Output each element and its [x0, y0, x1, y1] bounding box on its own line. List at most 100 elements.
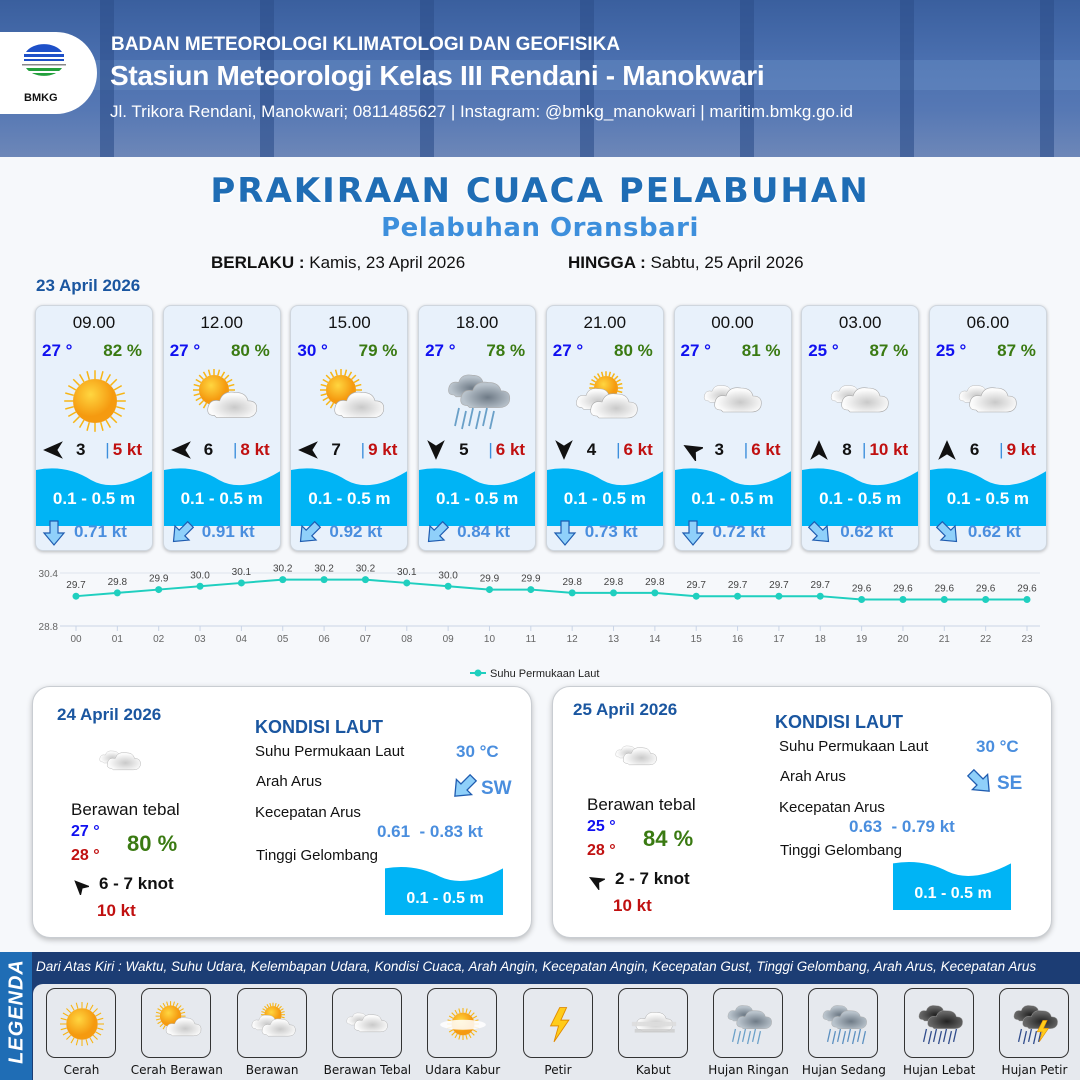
forecast-time: 15.00	[328, 313, 371, 332]
panel-date: 24 April 2026	[57, 705, 162, 724]
data-label: 29.8	[562, 577, 582, 588]
sun-cloud-weather-icon	[152, 999, 202, 1049]
sea-condition-title: KONDISI LAUT	[775, 712, 903, 732]
x-tick-label: 18	[815, 634, 827, 645]
legend-marker	[474, 669, 482, 677]
thunderstorm-weather-icon	[1010, 999, 1060, 1049]
gust-speed: 10 kt	[97, 901, 136, 920]
current-speed-range: 0.63 - 0.79 kt	[849, 817, 955, 836]
gust-speed: | 6 kt	[488, 440, 526, 459]
forecast-time: 06.00	[966, 313, 1010, 332]
air-temperature: 27 °	[680, 341, 711, 360]
x-tick-label: 14	[649, 634, 661, 645]
data-point	[858, 596, 866, 603]
wind-row: 3 | 6 kt	[681, 437, 785, 463]
wave-height: 0.1 - 0.5 m	[308, 489, 391, 508]
wave-icon	[163, 466, 280, 526]
current-direction-arrow-icon	[966, 768, 993, 801]
legend-label: Suhu Permukaan Laut	[490, 668, 599, 680]
data-point	[568, 589, 576, 597]
data-point	[320, 576, 328, 584]
data-point	[113, 589, 121, 597]
x-tick-label: 02	[153, 634, 165, 645]
data-point	[692, 592, 700, 600]
valid-to: HINGGA : Sabtu, 25 April 2026	[568, 253, 804, 272]
wave-icon	[385, 865, 505, 915]
overcast-weather-icon	[826, 366, 896, 436]
current-speed: 0.84 kt	[457, 522, 511, 541]
wave-icon	[291, 466, 408, 526]
data-label: 29.6	[1017, 584, 1037, 595]
wind-row: 6 | 8 kt	[170, 437, 274, 463]
humidity: 78 %	[486, 341, 526, 360]
current-direction-arrow-icon	[553, 520, 577, 546]
forecast-card: 00.00 27 ° 81 % 3 | 6 kt 0.1 - 0.5 m 0.72…	[673, 305, 792, 551]
current-speed-range: 0.61 - 0.83 kt	[377, 822, 483, 841]
wave-height: 0.1 - 0.5 m	[406, 890, 484, 907]
wave-height: 0.1 - 0.5 m	[563, 489, 646, 508]
air-temperature: 25 °	[808, 341, 839, 360]
wind-row: 5 | 6 kt	[425, 437, 529, 463]
legend-item-label: Petir	[544, 1063, 572, 1077]
x-tick-label: 17	[773, 634, 785, 645]
sst-value: 30 °C	[976, 737, 1019, 756]
overcast-weather-icon	[607, 732, 667, 782]
data-label: 30.2	[356, 564, 376, 575]
gust-speed: 10 kt	[613, 896, 652, 915]
current-direction-label: Arah Arus	[256, 773, 322, 790]
header-banner: BMKG BADAN METEOROLOGI KLIMATOLOGI DAN G…	[0, 0, 1080, 157]
x-tick-label: 09	[443, 634, 455, 645]
sst-label: Suhu Permukaan Laut	[255, 743, 405, 760]
wind-direction-arrow-icon	[297, 439, 319, 461]
x-tick-label: 21	[939, 634, 951, 645]
data-label: 30.0	[190, 570, 210, 581]
current-speed: 0.71 kt	[74, 522, 127, 541]
data-label: 29.8	[645, 577, 665, 588]
current-direction-arrow-icon	[935, 520, 960, 546]
x-tick-label: 08	[401, 634, 413, 645]
rain-moderate-weather-icon	[819, 999, 869, 1049]
agency-name: BADAN METEOROLOGI KLIMATOLOGI DAN GEOFIS…	[111, 34, 621, 55]
wave-icon	[802, 466, 919, 526]
data-label: 29.7	[686, 580, 706, 591]
wind-direction-arrow-icon	[42, 439, 64, 461]
humidity: 80 %	[230, 341, 270, 360]
forecast-time: 12.00	[200, 313, 243, 332]
current-direction-arrow-icon	[808, 520, 832, 546]
current-direction-arrow-icon	[42, 520, 66, 546]
wave-icon	[36, 466, 152, 526]
data-point	[1023, 596, 1031, 603]
current-speed: 0.62 kt	[967, 522, 1021, 541]
forecast-time: 03.00	[838, 313, 882, 332]
wind-direction-arrow-icon	[425, 439, 447, 461]
data-point	[899, 596, 907, 603]
wind-speed: 3	[714, 440, 724, 459]
data-label: 29.6	[976, 584, 996, 595]
wind-speed: 5	[459, 440, 469, 459]
air-temperature: 27 °	[42, 341, 73, 360]
data-point	[610, 589, 618, 597]
wind-direction-arrow-icon	[71, 877, 91, 897]
humidity: 79 %	[358, 341, 398, 360]
wind-speed-range: 6 - 7 knot	[99, 874, 174, 893]
legend-title: LEGENDA	[5, 959, 28, 1064]
gust-speed: | 5 kt	[105, 440, 142, 459]
wave-height: 0.1 - 0.5 m	[52, 489, 136, 508]
max-temperature: 28 °	[587, 842, 616, 859]
x-tick-label: 10	[484, 634, 496, 645]
humidity: 80 %	[614, 341, 653, 360]
gust-speed: | 9 kt	[360, 440, 398, 459]
humidity: 81 %	[741, 341, 781, 360]
wind-speed: 6	[969, 440, 980, 459]
data-label: 29.8	[604, 577, 624, 588]
data-point	[940, 596, 948, 603]
weather-condition: Berawan tebal	[587, 795, 696, 814]
wind-speed: 3	[76, 440, 86, 459]
forecast-time: 09.00	[72, 313, 116, 332]
forecast-card: 12.00 27 ° 80 % 6 | 8 kt 0.1 - 0.5 m 0.91…	[162, 305, 281, 551]
data-point	[982, 596, 990, 603]
humidity: 87 %	[869, 341, 909, 360]
legend-item-label: Hujan Ringan	[708, 1063, 789, 1077]
x-tick-label: 20	[897, 634, 909, 645]
gust-speed: | 8 kt	[232, 440, 270, 459]
